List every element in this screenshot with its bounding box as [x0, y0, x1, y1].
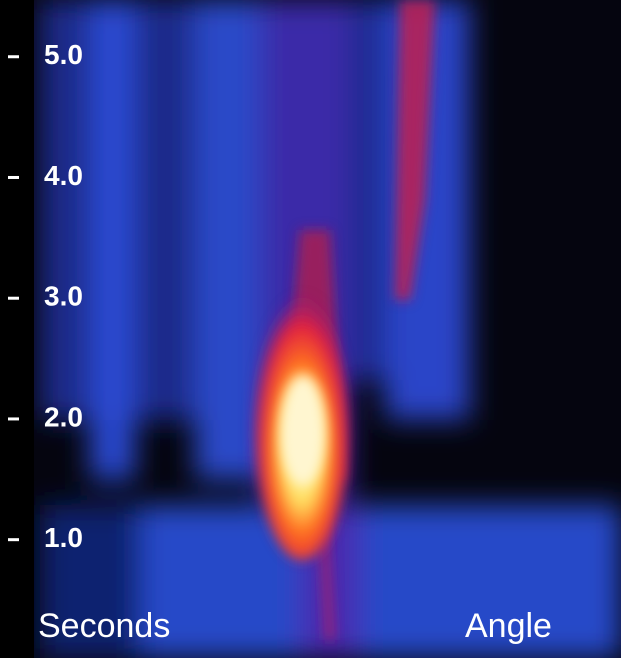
y-tick-label: 1.0: [44, 522, 83, 553]
y-tick-label: 2.0: [44, 401, 83, 432]
y-axis-label: Seconds: [38, 607, 170, 645]
y-tick-label: 4.0: [44, 160, 83, 191]
y-tick-label: 5.0: [44, 39, 83, 70]
y-tick-label: 3.0: [44, 281, 83, 312]
x-axis-label: Angle: [465, 607, 552, 645]
